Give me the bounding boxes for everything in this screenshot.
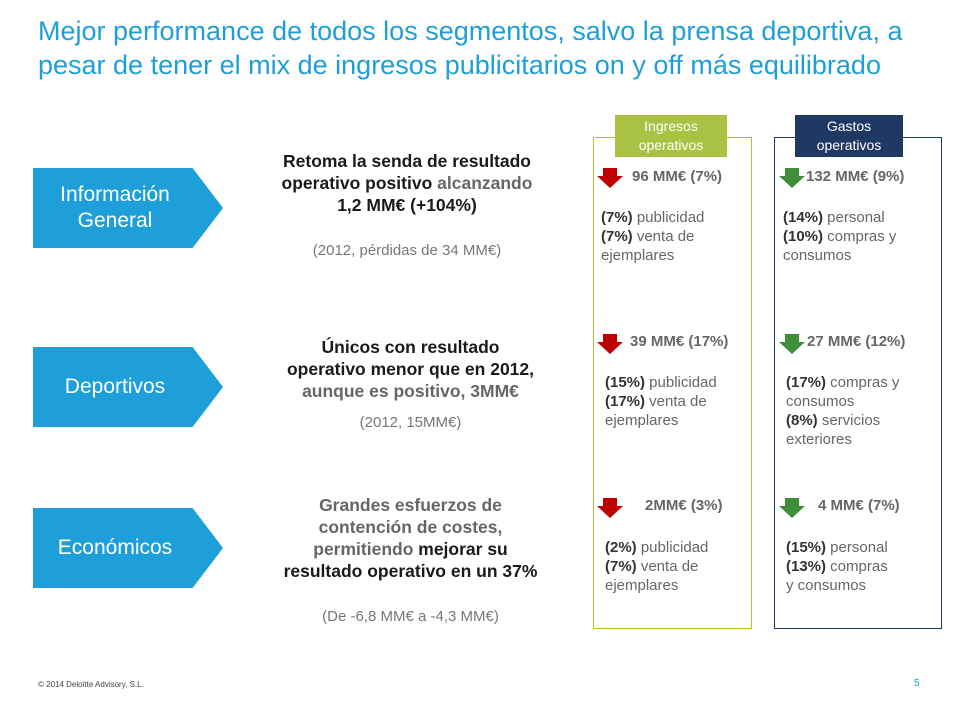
pct: (13%) <box>786 558 827 575</box>
concept: publicidad <box>645 374 717 391</box>
concept: exteriores <box>786 431 852 448</box>
pct: (7%) <box>601 228 633 245</box>
desc-text: alcanzando <box>432 173 533 193</box>
segment-name: Información General <box>60 183 170 232</box>
down-arrow-icon <box>597 498 623 523</box>
gastos-detail: (17%) compras y consumos (8%) servicios … <box>786 373 938 449</box>
desc-line: Únicos con resultado <box>321 337 500 357</box>
segment-subtext: (2012, pérdidas de 34 MM€) <box>312 242 502 259</box>
concept: servicios <box>817 412 881 429</box>
concept: venta de <box>636 558 699 575</box>
ingresos-detail: (7%) publicidad (7%) venta de ejemplares <box>601 208 741 265</box>
ingresos-column-header: Ingresos operativos <box>615 115 727 157</box>
ingresos-detail: (2%) publicidad (7%) venta de ejemplares <box>605 538 745 595</box>
desc-text: aunque es positivo, 3MM€ <box>302 381 519 401</box>
segment-name: Económicos <box>57 536 173 559</box>
segment-badge-informacion-general: Información General <box>33 168 223 248</box>
segment-description: Grandes esfuerzos de contención de coste… <box>228 494 593 582</box>
down-arrow-icon <box>779 334 805 359</box>
segment-subtext: (De -6,8 MM€ a -4,3 MM€) <box>322 608 499 625</box>
concept: personal <box>823 209 885 226</box>
segment-badge-economicos: Económicos <box>33 508 223 588</box>
desc-highlight: operativo positivo <box>281 173 433 193</box>
pct: (7%) <box>605 558 637 575</box>
concept: consumos <box>783 247 852 264</box>
segment-description: Retoma la senda de resultado operativo p… <box>228 150 586 216</box>
ingresos-amount: 39 MM€ (17%) <box>630 333 729 350</box>
segment-description: Únicos con resultado operativo menor que… <box>228 336 593 402</box>
concept: venta de <box>632 228 695 245</box>
concept: consumos <box>786 393 855 410</box>
gastos-amount: 132 MM€ (9%) <box>806 168 905 185</box>
slide-title: Mejor performance de todos los segmentos… <box>38 16 903 80</box>
desc-line: resultado operativo en un 37% <box>283 561 538 581</box>
page-number: 5 <box>914 678 920 689</box>
pct: (14%) <box>783 209 824 226</box>
desc-text: permitiendo <box>313 539 419 559</box>
pct: (17%) <box>786 374 827 391</box>
desc-line: 1,2 MM€ (+104%) <box>337 195 477 215</box>
concept: publicidad <box>636 539 709 556</box>
down-arrow-icon <box>597 168 623 193</box>
pct: (10%) <box>783 228 824 245</box>
ingresos-detail: (15%) publicidad (17%) venta de ejemplar… <box>605 373 745 430</box>
copyright-footer: © 2014 Deloitte Advisory, S.L. <box>38 680 144 689</box>
gastos-amount: 27 MM€ (12%) <box>807 333 906 350</box>
concept: y consumos <box>786 577 867 594</box>
gastos-detail: (14%) personal (10%) compras y consumos <box>783 208 935 265</box>
pct: (15%) <box>605 374 646 391</box>
segment-subtext: (2012, 15MM€) <box>359 414 462 431</box>
pct: (8%) <box>786 412 818 429</box>
desc-highlight: operativo menor que en 2012, <box>286 359 535 379</box>
down-arrow-icon <box>779 498 805 523</box>
desc-line: Retoma la senda de resultado <box>283 151 531 171</box>
concept: compras y <box>823 228 897 245</box>
ingresos-amount: 96 MM€ (7%) <box>632 168 723 185</box>
pct: (17%) <box>605 393 646 410</box>
segment-badge-deportivos: Deportivos <box>33 347 223 427</box>
desc-highlight: mejorar su <box>418 539 508 559</box>
pct: (15%) <box>786 539 827 556</box>
concept: venta de <box>645 393 707 410</box>
concept: publicidad <box>632 209 705 226</box>
concept: ejemplares <box>605 577 679 594</box>
pct: (2%) <box>605 539 637 556</box>
down-arrow-icon <box>597 334 623 359</box>
gastos-column-header: Gastos operativos <box>795 115 903 157</box>
down-arrow-icon <box>779 168 805 193</box>
concept: personal <box>826 539 888 556</box>
ingresos-amount: 2MM€ (3%) <box>645 497 723 514</box>
concept: compras y <box>826 374 900 391</box>
gastos-detail: (15%) personal (13%) compras y consumos <box>786 538 938 595</box>
pct: (7%) <box>601 209 633 226</box>
concept: ejemplares <box>601 247 675 264</box>
concept: ejemplares <box>605 412 679 429</box>
desc-text: Grandes esfuerzos de <box>319 495 502 515</box>
concept: compras <box>826 558 888 575</box>
segment-name: Deportivos <box>64 375 166 398</box>
desc-text: contención de costes, <box>318 517 503 537</box>
gastos-amount: 4 MM€ (7%) <box>818 497 900 514</box>
